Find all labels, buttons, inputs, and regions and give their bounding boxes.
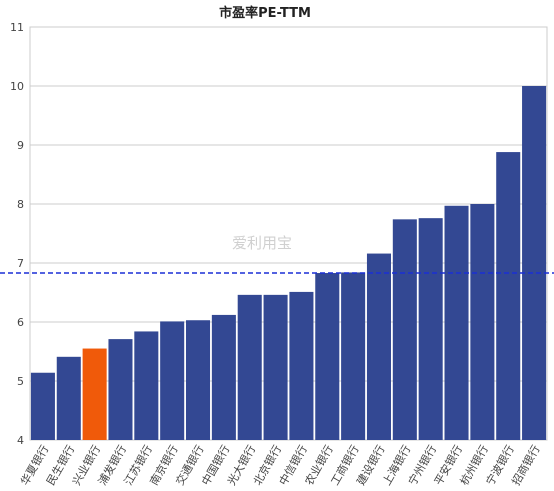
bar-17 — [444, 205, 469, 440]
bar-6 — [160, 321, 185, 440]
y-tick-label: 5 — [17, 375, 24, 388]
x-axis: 华夏银行民生银行兴业银行浦发银行江苏银行南京银行交通银行中国银行光大银行北京银行… — [17, 443, 542, 488]
bar-5 — [134, 331, 159, 440]
bar-18 — [470, 204, 495, 440]
watermark: 爱利用宝 — [232, 234, 293, 252]
bar-9 — [237, 294, 262, 440]
bar-3 — [82, 348, 107, 440]
chart-title: 市盈率PE-TTM — [219, 5, 311, 21]
bar-12 — [315, 273, 340, 440]
bar-2 — [56, 356, 81, 440]
bar-10 — [263, 294, 288, 440]
bar-11 — [289, 291, 314, 440]
y-tick-label: 6 — [17, 316, 24, 329]
bar-1 — [30, 372, 55, 440]
y-tick-label: 11 — [10, 21, 24, 34]
bar-20 — [522, 86, 547, 440]
bar-13 — [341, 272, 366, 440]
bar-19 — [496, 152, 521, 440]
bar-7 — [186, 320, 211, 440]
bar-16 — [418, 218, 443, 440]
y-tick-label: 4 — [17, 434, 24, 447]
y-tick-label: 9 — [17, 139, 24, 152]
y-axis: 4 5 6 7 8 9 10 11 — [10, 21, 24, 447]
y-tick-label: 8 — [17, 198, 24, 211]
bar-8 — [211, 314, 236, 440]
grid-lines — [29, 26, 548, 441]
bar-15 — [392, 219, 417, 440]
bar-4 — [108, 339, 133, 440]
y-tick-label: 10 — [10, 80, 24, 93]
y-tick-label: 7 — [17, 257, 24, 270]
bars — [30, 86, 547, 440]
bar-14 — [366, 253, 391, 440]
